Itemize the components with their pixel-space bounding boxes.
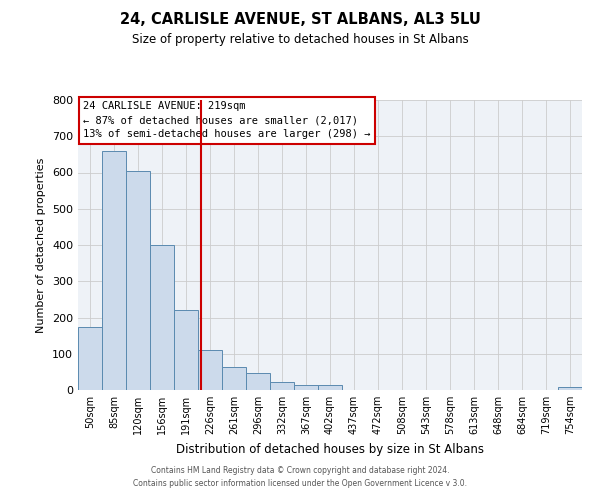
X-axis label: Distribution of detached houses by size in St Albans: Distribution of detached houses by size … (176, 442, 484, 456)
Text: Contains HM Land Registry data © Crown copyright and database right 2024.
Contai: Contains HM Land Registry data © Crown c… (133, 466, 467, 487)
Bar (318, 385, 342, 390)
Text: 24 CARLISLE AVENUE: 219sqm
← 87% of detached houses are smaller (2,017)
13% of s: 24 CARLISLE AVENUE: 219sqm ← 87% of deta… (83, 102, 371, 140)
Bar (198, 350, 222, 390)
Bar (558, 387, 582, 390)
Text: 24, CARLISLE AVENUE, ST ALBANS, AL3 5LU: 24, CARLISLE AVENUE, ST ALBANS, AL3 5LU (119, 12, 481, 28)
Bar (78, 326, 102, 390)
Bar (150, 245, 174, 390)
Bar (174, 310, 198, 390)
Bar (222, 367, 246, 390)
Bar (102, 151, 126, 390)
Bar (246, 374, 270, 390)
Bar (294, 384, 318, 390)
Text: Size of property relative to detached houses in St Albans: Size of property relative to detached ho… (131, 32, 469, 46)
Bar (126, 170, 150, 390)
Bar (270, 382, 294, 390)
Y-axis label: Number of detached properties: Number of detached properties (37, 158, 46, 332)
